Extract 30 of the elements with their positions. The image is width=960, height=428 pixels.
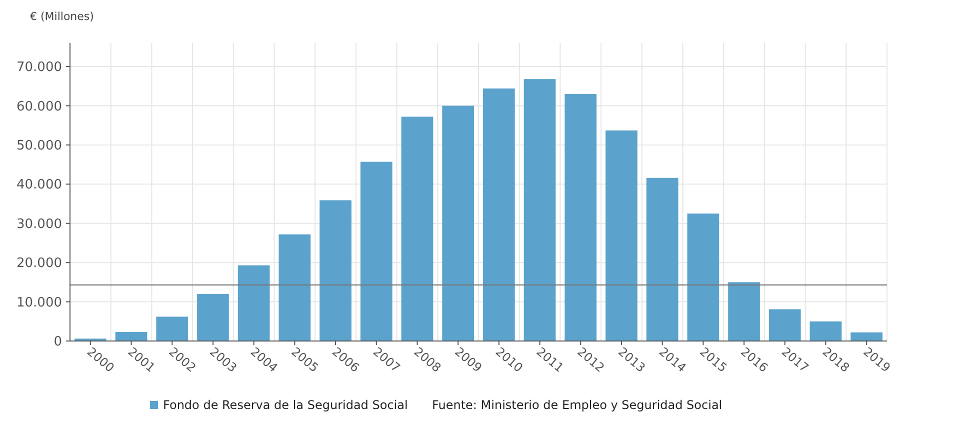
bar [768,309,801,341]
bar [646,178,678,341]
bar [278,234,311,341]
bar [524,79,556,341]
bar [728,282,760,341]
bar [197,294,229,341]
bar [156,316,188,341]
y-tick-label: 10.000 [16,295,62,310]
bar [442,106,474,341]
bar [564,94,597,341]
bar [320,200,352,341]
y-tick-label: 60.000 [16,99,62,114]
y-axis-title: € (Millones) [30,10,94,23]
y-tick-label: 0 [54,334,62,350]
bar [360,162,392,341]
y-tick-label: 70.000 [16,60,62,76]
bar [687,214,720,341]
y-tick-label: 50.000 [16,138,62,154]
y-tick-label: 30.000 [16,216,62,232]
bar [606,130,638,341]
bar [850,332,883,341]
bar [401,116,434,341]
bar [238,265,270,341]
legend-label: Fondo de Reserva de la Seguridad Social [163,398,408,412]
y-tick-label: 20.000 [16,256,62,272]
source-note: Fuente: Ministerio de Empleo y Seguridad Social [432,398,722,412]
bar [115,332,148,341]
bar [482,88,515,341]
y-tick-label: 40.000 [16,178,62,193]
bar [810,321,842,341]
